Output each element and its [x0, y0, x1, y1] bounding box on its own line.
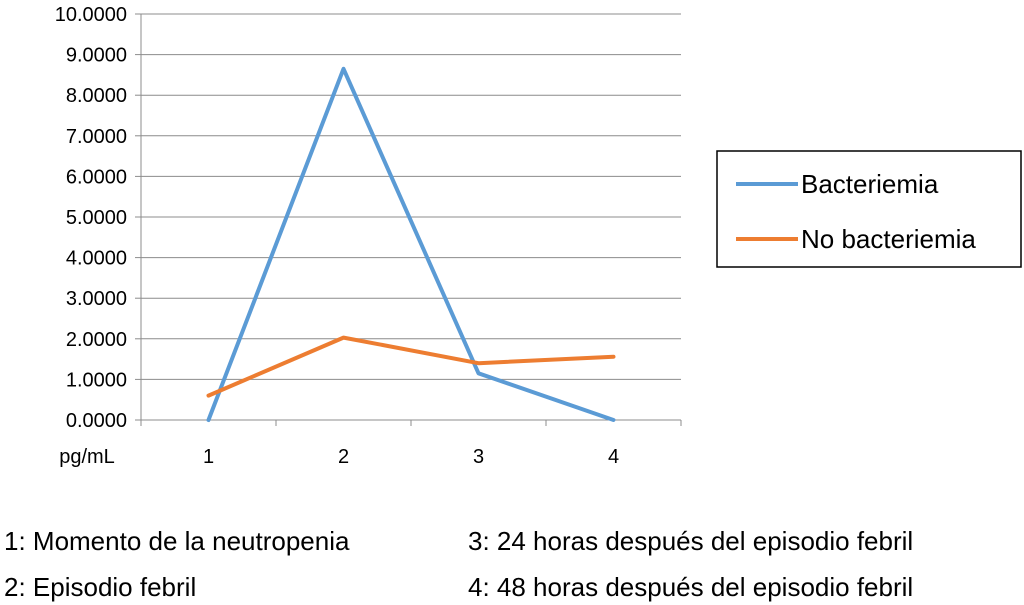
x-tick-label: 2: [338, 446, 349, 468]
y-tick-labels: 0.0000 1.0000 2.0000 3.0000 4.0000 5.0000 6.00…: [55, 4, 127, 432]
axes: [135, 13, 682, 426]
y-tick-label: 6.0000: [66, 166, 127, 188]
line-chart: 0.0000 1.0000 2.0000 3.0000 4.0000 5.0000 6.00…: [55, 4, 1022, 468]
note-2: 2: Episodio febril: [4, 572, 197, 602]
series-lines: [206, 66, 616, 422]
note-3: 3: 24 horas después del episodio febril: [468, 526, 914, 556]
legend-box: [716, 150, 1022, 268]
x-tick-label: 3: [473, 446, 484, 468]
y-tick-label: 4.0000: [66, 248, 127, 270]
y-tick-label: 3.0000: [66, 288, 127, 310]
y-tick-label: 0.0000: [66, 410, 127, 432]
y-tick-label: 8.0000: [66, 85, 127, 107]
x-tick-label: 4: [608, 446, 619, 468]
grid-lines: [141, 13, 681, 380]
legend: Bacteriemia No bacteriemia: [716, 150, 1022, 268]
y-tick-label: 2.0000: [66, 329, 127, 351]
legend-entry: Bacteriemia: [801, 169, 939, 199]
note-1: 1: Momento de la neutropenia: [4, 526, 350, 556]
series-line-bacteriemia: [206, 66, 616, 422]
y-tick-label: 9.0000: [66, 45, 127, 67]
x-tick-label: 1: [203, 446, 214, 468]
legend-entry: No bacteriemia: [801, 224, 976, 254]
y-tick-label: 10.0000: [55, 4, 127, 26]
x-axis-label: pg/mL: [59, 446, 115, 468]
y-tick-label: 5.0000: [66, 207, 127, 229]
x-tick-labels: 1 2 3 4: [203, 446, 619, 468]
series-line-no-bacteriemia: [206, 335, 616, 398]
y-tick-label: 7.0000: [66, 126, 127, 148]
y-tick-label: 1.0000: [66, 369, 127, 391]
note-4: 4: 48 horas después del episodio febril: [468, 572, 914, 602]
